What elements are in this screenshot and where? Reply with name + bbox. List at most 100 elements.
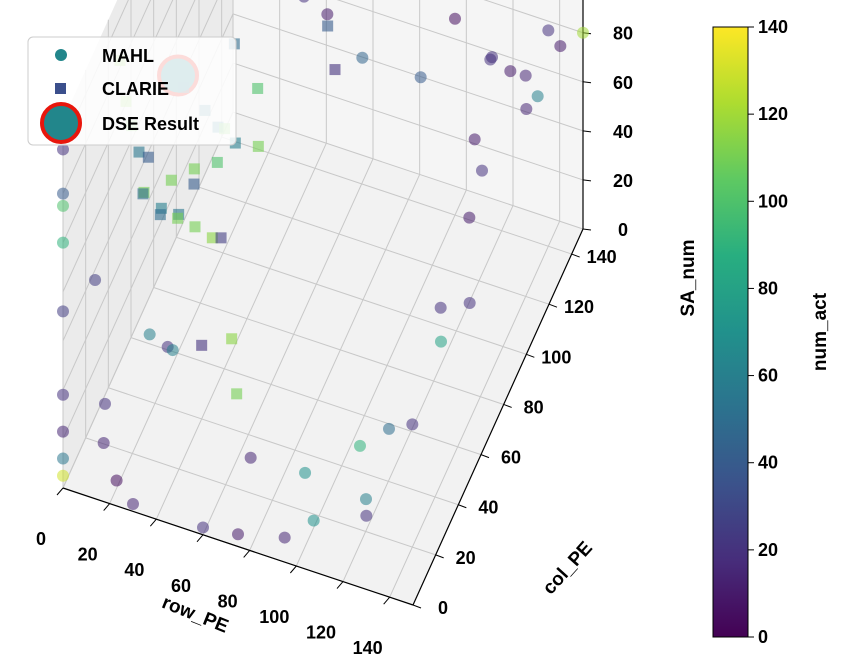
tick-mark — [412, 604, 422, 609]
grid-line — [198, 186, 550, 305]
tick-mark — [571, 253, 580, 258]
mahl-point — [89, 273, 102, 286]
clarie-point — [226, 333, 238, 345]
grid-line — [130, 337, 482, 456]
grid-line — [221, 136, 572, 255]
legend: MAHL CLARIE DSE Result — [27, 36, 237, 146]
grid-line — [155, 142, 327, 520]
y-axis-line — [412, 228, 584, 606]
tick-mark — [103, 503, 111, 511]
tick-mark — [548, 303, 558, 308]
mahl-point — [57, 236, 69, 249]
colorbar: 0 20 40 60 80 100 120 140 num_act — [712, 17, 831, 647]
data-points — [57, 0, 589, 544]
x-tick-label: 140 — [353, 638, 383, 658]
legend-marker-dse-result — [40, 102, 82, 144]
colorbar-tick-label: 60 — [758, 366, 778, 386]
tick-mark — [196, 534, 204, 543]
clarie-point — [252, 140, 264, 152]
tick-mark — [480, 454, 490, 459]
mahl-point — [360, 509, 373, 522]
mahl-point — [57, 143, 69, 156]
clarie-point — [188, 163, 200, 175]
mahl-point — [197, 521, 209, 534]
clarie-point — [189, 221, 201, 233]
tick-mark — [526, 353, 535, 358]
tick-mark — [149, 518, 157, 527]
tick-labels: 0204060801001201400204060801001201400204… — [36, 24, 633, 658]
clarie-point — [211, 156, 223, 168]
y-tick-label: 100 — [541, 347, 571, 367]
y-tick-label: 0 — [438, 598, 448, 618]
y-tick-label: 60 — [501, 448, 521, 468]
mahl-point — [57, 388, 69, 401]
grid-line — [232, 111, 584, 230]
x-tick-label: 40 — [124, 560, 144, 580]
mahl-point — [463, 297, 476, 310]
colorbar-tick-label: 100 — [758, 191, 788, 211]
clarie-point — [154, 209, 166, 221]
mahl-point — [406, 418, 419, 431]
z-tick-label: 20 — [613, 171, 633, 191]
tick-mark — [582, 130, 592, 133]
colorbar-tick-label: 40 — [758, 453, 778, 473]
mahl-point — [484, 53, 497, 66]
legend-label-dse-result: DSE Result — [102, 114, 199, 134]
tick-mark — [383, 596, 391, 605]
x-tick-label: 120 — [306, 623, 336, 643]
mahl-point — [463, 211, 476, 224]
grid-line — [109, 127, 281, 504]
grid-line — [176, 236, 527, 355]
z-tick-label: 60 — [613, 73, 633, 93]
colorbar-tick-label: 140 — [758, 17, 788, 37]
mahl-point — [57, 425, 69, 438]
z-tick-label: 0 — [618, 220, 628, 240]
x-tick-label: 20 — [78, 545, 98, 565]
mahl-point — [110, 474, 123, 487]
clarie-point — [165, 174, 177, 186]
grid-line — [62, 111, 234, 489]
grid-line — [202, 158, 374, 536]
mahl-point — [321, 8, 334, 21]
grid-line — [389, 220, 561, 598]
x-tick-label: 80 — [218, 591, 238, 611]
mahl-point — [360, 493, 372, 506]
mahl-point — [99, 397, 111, 410]
clarie-point — [142, 151, 154, 163]
y-tick-label: 140 — [587, 247, 617, 267]
clarie-point — [137, 188, 149, 200]
y-tick-label: 80 — [524, 397, 544, 417]
mahl-point — [531, 90, 544, 103]
x-tick-label: 100 — [259, 607, 289, 627]
tick-mark — [336, 581, 344, 589]
x-axis-line — [62, 487, 414, 606]
mahl-point — [468, 133, 481, 146]
clarie-point — [322, 20, 334, 32]
mahl-point — [57, 305, 69, 318]
y-tick-label: 20 — [456, 548, 476, 568]
clarie-point — [231, 388, 243, 400]
y-axis-label: col_PE — [539, 538, 597, 599]
mahl-point — [519, 69, 532, 82]
mahl-point — [57, 199, 69, 212]
tick-mark — [582, 179, 592, 182]
colorbar-ticks: 0 20 40 60 80 100 120 140 — [748, 17, 788, 647]
mahl-point — [127, 498, 139, 511]
tick-mark — [435, 554, 444, 559]
clarie-point — [215, 232, 227, 244]
grid-line — [85, 437, 436, 556]
tick-mark — [582, 228, 592, 231]
colorbar-label: num_act — [810, 292, 831, 371]
tick-mark — [582, 81, 592, 84]
z-tick-label: 80 — [613, 24, 633, 44]
tick-mark — [289, 565, 297, 574]
clarie-point — [188, 178, 200, 190]
y-tick-label: 120 — [564, 297, 594, 317]
colorbar-gradient — [712, 26, 749, 638]
colorbar-tick-label: 120 — [758, 104, 788, 124]
mahl-point — [554, 40, 567, 53]
mahl-point — [542, 24, 555, 37]
mahl-point — [354, 439, 366, 452]
grid-line — [249, 174, 421, 551]
mahl-point — [356, 51, 369, 64]
